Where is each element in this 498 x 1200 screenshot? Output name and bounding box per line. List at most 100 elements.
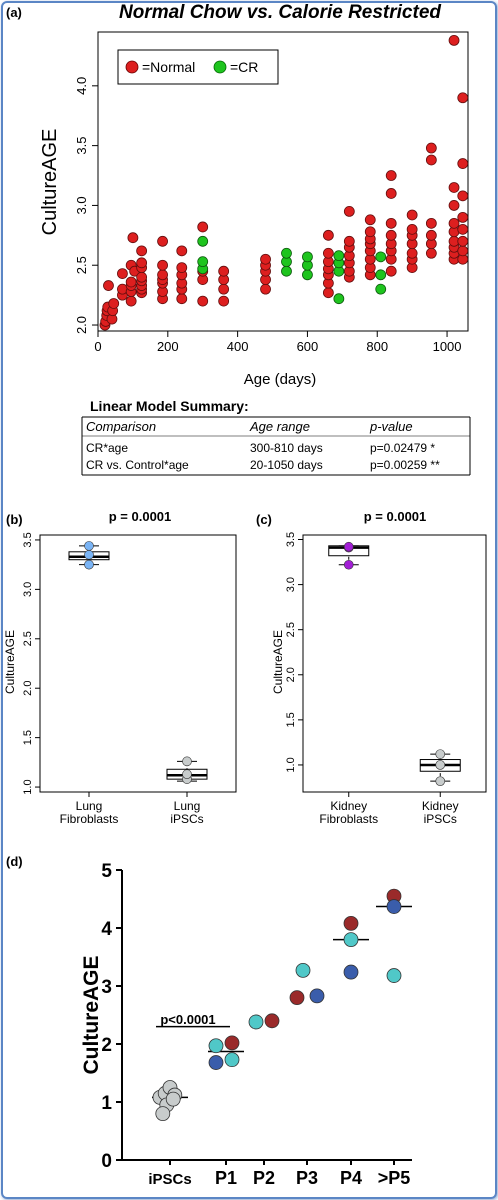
panel-label-a: (a) (6, 5, 22, 20)
box-point (84, 541, 94, 551)
panel-label-c: (c) (256, 512, 272, 527)
box-point (343, 559, 354, 570)
normal-point (385, 265, 397, 277)
normal-point (457, 92, 469, 104)
normal-point (176, 245, 188, 257)
dot-point (386, 968, 402, 983)
panel-a-title: Normal Chow vs. Calorie Restricted (119, 2, 441, 23)
panel-b-xtick-label: iPSCs (170, 812, 203, 826)
panel-d-ytick-label: 3 (101, 977, 112, 998)
normal-point (136, 271, 148, 283)
normal-point (343, 235, 355, 247)
cr-point (281, 265, 292, 277)
normal-point (448, 200, 460, 211)
normal-point (425, 154, 437, 166)
panel-a-xtick-label: 200 (157, 339, 179, 354)
panel-c-ytick-label: 2.5 (285, 622, 297, 637)
legend-cr-label: =CR (230, 59, 258, 75)
panel-a-xtick-label: 600 (297, 339, 319, 354)
panel-a-ytick-label: 3.0 (74, 196, 89, 214)
panel-c-ytick-label: 1.0 (285, 757, 297, 772)
panel-a-ytick-label: 4.0 (74, 77, 89, 95)
normal-point (406, 223, 418, 235)
normal-point (127, 232, 139, 244)
normal-point (425, 229, 437, 241)
panel-b-ytick-label: 3.0 (22, 582, 34, 597)
table-title: Linear Model Summary: (90, 398, 249, 414)
panel-a-xtick-label: 1000 (433, 339, 462, 354)
normal-point (218, 283, 230, 295)
normal-point (322, 229, 334, 241)
normal-point (125, 295, 137, 307)
normal-point (260, 283, 271, 295)
normal-point (136, 257, 148, 269)
dot-point (208, 1055, 224, 1070)
normal-point (322, 247, 334, 259)
dot-point (343, 932, 359, 947)
dot-point (386, 899, 402, 914)
dot-point (224, 1035, 240, 1051)
box-point (435, 760, 446, 770)
legend-cr-marker (213, 60, 227, 74)
dot-point (208, 1038, 224, 1054)
panel-d-annotation: p<0.0001 (160, 1012, 215, 1027)
table-header-comparison: Comparison (86, 419, 156, 434)
normal-point (364, 214, 376, 226)
normal-point (364, 226, 376, 238)
normal-point (136, 245, 148, 257)
panel-a-legend-box (117, 49, 279, 85)
normal-point (125, 276, 137, 288)
cr-point (333, 293, 345, 305)
plot-layer: 0 200 400 600 800 1000 2.0 2.5 3.0 3.5 4.0 1.0 1.5 2.… (22, 31, 487, 1188)
panel-b-ytick-label: 2.5 (22, 631, 34, 646)
panel-d-xtick-label: P4 (340, 1168, 362, 1188)
panel-c-ytick-label: 2.0 (285, 667, 297, 682)
normal-point (425, 217, 437, 229)
dot-point (165, 1091, 181, 1107)
panel-d-ylabel: CultureAGE (80, 955, 103, 1074)
normal-point (385, 170, 397, 181)
panel-d-ytick-label: 1 (101, 1093, 112, 1114)
normal-point (117, 268, 128, 279)
dot-point (155, 1106, 171, 1121)
cr-point (281, 247, 292, 259)
cr-point (333, 250, 345, 262)
panel-a-ytick-label: 2.0 (74, 316, 89, 334)
panel-b-ytick-label: 1.5 (22, 730, 34, 745)
panel-c-xtick-label: Fibroblasts (319, 812, 378, 826)
box-point (84, 559, 94, 570)
panel-c-title: p = 0.0001 (364, 509, 427, 524)
panel-c-ylabel: CultureAGE (271, 630, 285, 694)
cr-point (375, 251, 387, 263)
normal-point (448, 217, 460, 229)
cr-point (302, 251, 313, 263)
normal-point (218, 265, 230, 277)
normal-point (108, 298, 120, 309)
legend-normal-label: =Normal (142, 59, 195, 75)
panel-d-xtick-label: P1 (215, 1168, 237, 1188)
box-point (182, 769, 192, 780)
box-point (84, 549, 94, 560)
table-header-p-value: p-value (369, 419, 413, 434)
dot-point (343, 915, 359, 931)
panel-d-xtick-label: iPSCs (148, 1171, 191, 1188)
panel-a-ylabel: CultureAGE (39, 129, 61, 236)
panel-a-xlabel: Age (days) (244, 371, 317, 388)
panel-c-ytick-label: 1.5 (285, 712, 297, 727)
dot-point (264, 1013, 280, 1029)
normal-point (406, 247, 418, 259)
box-point (343, 541, 354, 552)
panel-c-xtick-label: Kidney (330, 799, 367, 813)
table-header-age-range: Age range (249, 419, 310, 434)
panel-label-b: (b) (6, 512, 23, 527)
panel-a-ytick-label: 2.5 (74, 256, 89, 274)
normal-point (322, 287, 334, 299)
table-cell-r1-c1: 20-1050 days (250, 458, 323, 472)
panel-b-ylabel: CultureAGE (3, 630, 17, 694)
dot-point (289, 990, 305, 1005)
table-cell-r0-c1: 300-810 days (250, 441, 323, 455)
cr-point (375, 283, 387, 295)
table-cell-r1-c2: p=0.00259 ** (370, 458, 440, 472)
table-cell-r0-c2: p=0.02479 * (370, 441, 435, 455)
